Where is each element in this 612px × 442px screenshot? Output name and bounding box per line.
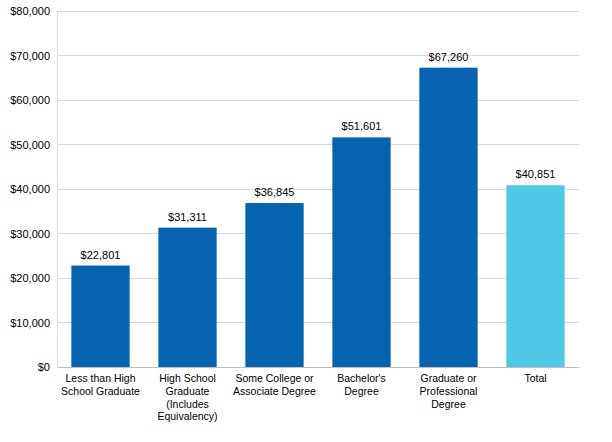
y-tick-label: $80,000 <box>10 5 50 17</box>
bar <box>332 137 390 367</box>
x-tick-label-line: Bachelor's <box>337 372 386 384</box>
bar <box>419 68 477 367</box>
x-tick-label: Bachelor'sDegree <box>337 372 386 397</box>
x-tick-label-line: Graduate <box>166 385 210 397</box>
x-tick-label-line: Less than High <box>65 372 135 384</box>
x-tick-label-line: Some College or <box>235 372 314 384</box>
x-tick-label: Total <box>524 372 546 384</box>
x-tick-label-line: Professional <box>420 385 478 397</box>
grid-line <box>57 189 579 190</box>
y-tick-label: $30,000 <box>10 228 50 240</box>
bar <box>158 228 216 367</box>
y-tick: $20,000 <box>10 272 57 284</box>
data-labels: $22,801 $31,311 $36,845 $51,601 $67,260 $40,8… <box>81 51 556 261</box>
grid-line <box>57 233 579 234</box>
y-tick: $40,000 <box>10 183 57 195</box>
y-tick-label: $20,000 <box>10 272 50 284</box>
x-tick-label: Graduate orProfessionalDegree <box>420 372 478 409</box>
x-tick: Total <box>524 367 546 384</box>
bars <box>71 68 564 367</box>
y-tick: $70,000 <box>10 50 57 62</box>
y-tick-label: $10,000 <box>10 317 50 329</box>
grid-line <box>57 322 579 323</box>
bar <box>245 203 303 367</box>
y-tick: $0 <box>38 361 57 373</box>
data-label: $67,260 <box>429 51 469 63</box>
chart: $0 $10,000 $20,000 $30,000 $40,000 $50,000 $60… <box>0 0 612 442</box>
bar <box>71 266 129 367</box>
x-tick-label-line: Degree <box>344 385 379 397</box>
y-tick-label: $50,000 <box>10 139 50 151</box>
x-tick-label-line: Associate Degree <box>233 385 316 397</box>
y-tick: $60,000 <box>10 94 57 106</box>
y-tick-label: $70,000 <box>10 50 50 62</box>
x-tick-label-line: Equivalency) <box>157 410 217 422</box>
grid-line <box>57 278 579 279</box>
data-label: $51,601 <box>342 120 382 132</box>
x-tick: Some College orAssociate Degree <box>233 367 316 397</box>
bar <box>506 185 564 367</box>
x-tick-label-line: Graduate or <box>420 372 477 384</box>
y-axis: $0 $10,000 $20,000 $30,000 $40,000 $50,000 $60… <box>10 5 57 373</box>
grid-line <box>57 11 579 12</box>
plot: $0 $10,000 $20,000 $30,000 $40,000 $50,000 $60… <box>10 5 579 422</box>
x-tick-label-line: Total <box>524 372 546 384</box>
y-tick-label: $40,000 <box>10 183 50 195</box>
y-tick-label: $60,000 <box>10 94 50 106</box>
x-tick: Bachelor'sDegree <box>337 367 386 397</box>
y-tick: $50,000 <box>10 139 57 151</box>
grid <box>57 11 579 367</box>
grid-line <box>57 367 579 368</box>
x-axis: Less than HighSchool Graduate High School… <box>58 367 580 422</box>
x-tick-label-line: Degree <box>431 398 466 410</box>
x-tick: Less than HighSchool Graduate <box>61 367 140 397</box>
x-tick-label-line: School Graduate <box>61 385 140 397</box>
x-tick: High SchoolGraduate(IncludesEquivalency) <box>157 367 217 422</box>
grid-line <box>57 100 579 101</box>
y-tick: $10,000 <box>10 317 57 329</box>
y-tick: $80,000 <box>10 5 57 17</box>
data-label: $31,311 <box>168 211 207 223</box>
y-tick: $30,000 <box>10 228 57 240</box>
grid-line <box>57 144 579 145</box>
x-tick-label-line: (Includes <box>166 398 209 410</box>
data-label: $40,851 <box>516 168 556 180</box>
x-axis-line <box>58 367 580 368</box>
data-label: $36,845 <box>255 186 295 198</box>
x-tick-label-line: High School <box>159 372 216 384</box>
grid-line <box>57 55 579 56</box>
y-axis-line <box>57 12 58 368</box>
x-tick-label: Less than HighSchool Graduate <box>61 372 140 397</box>
y-tick-label: $0 <box>38 361 50 373</box>
x-tick-label: Some College orAssociate Degree <box>233 372 316 397</box>
x-tick: Graduate orProfessionalDegree <box>420 367 478 410</box>
x-tick-label: High SchoolGraduate(IncludesEquivalency) <box>157 372 217 422</box>
data-label: $22,801 <box>81 249 121 261</box>
